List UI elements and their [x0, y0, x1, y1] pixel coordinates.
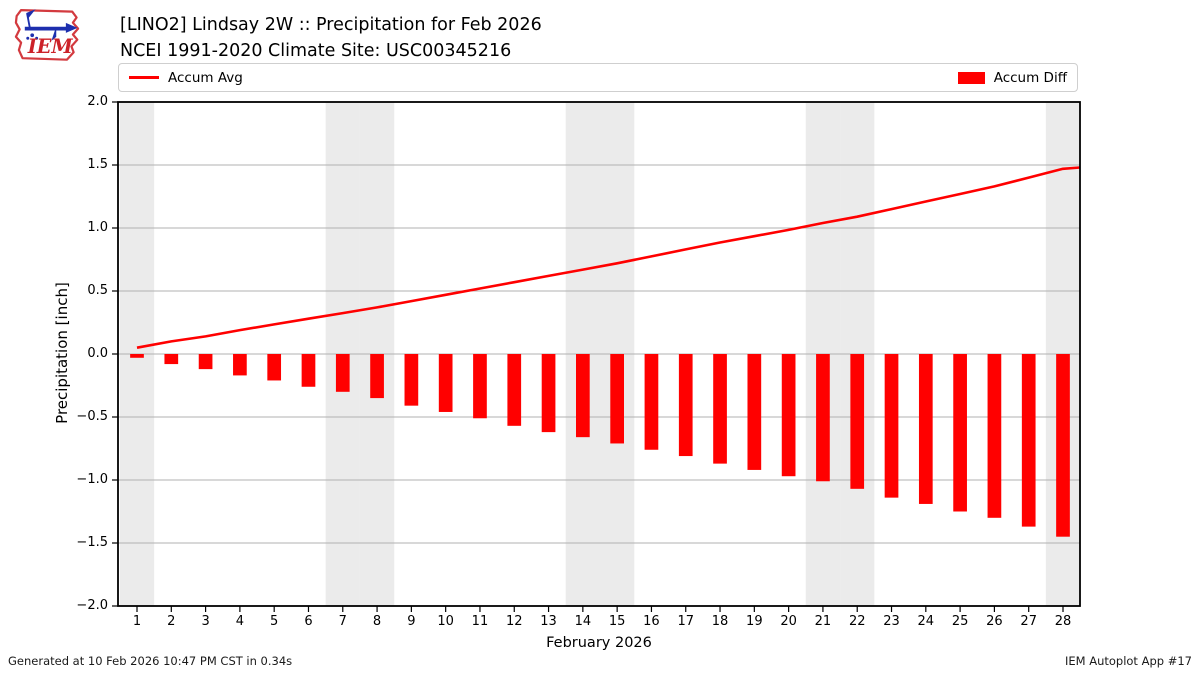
legend-label-accum-avg: Accum Avg — [168, 69, 243, 86]
x-tick-label: 25 — [951, 614, 969, 629]
accum-diff-bar — [267, 354, 282, 381]
y-tick-label: 0.5 — [87, 283, 108, 298]
weather-vane-icon — [24, 9, 78, 41]
accum-diff-bar — [644, 354, 659, 450]
accum-diff-bar — [473, 354, 487, 419]
app-credit: IEM Autoplot App #17 — [1064, 654, 1192, 668]
x-tick-label: 21 — [814, 614, 832, 629]
x-tick-label: 26 — [986, 614, 1003, 629]
accum-diff-bar — [953, 354, 967, 512]
y-tick-label: −2.0 — [76, 598, 108, 613]
x-tick-label: 12 — [505, 614, 523, 629]
iem-logo: IEM — [14, 8, 80, 61]
x-tick-label: 1 — [132, 614, 142, 629]
chart-subtitle: NCEI 1991-2020 Climate Site: USC00345216 — [120, 41, 512, 61]
x-tick-label: 17 — [677, 614, 694, 629]
x-tick-label: 3 — [201, 614, 210, 629]
y-tick-label: 0.0 — [87, 346, 108, 361]
y-axis-title: Precipitation [inch] — [53, 282, 71, 424]
y-tick-label: 2.0 — [87, 94, 108, 109]
x-axis-title: February 2026 — [546, 635, 652, 651]
x-tick-label: 14 — [574, 614, 592, 629]
x-tick-label: 15 — [608, 614, 626, 629]
accum-diff-bar — [1056, 354, 1070, 537]
bar-swatch-icon — [957, 71, 985, 84]
x-tick-label: 2 — [167, 614, 176, 629]
accum-diff-bar — [541, 354, 556, 433]
accum-diff-bar — [713, 354, 727, 464]
generated-timestamp: Generated at 10 Feb 2026 10:47 PM CST in… — [8, 654, 293, 668]
title-block: [LINO2] Lindsay 2W :: Precipitation for … — [120, 12, 542, 64]
legend-item-accum-avg: Accum Avg — [129, 70, 243, 86]
iowa-outline-icon — [14, 8, 80, 61]
accum-avg-line — [136, 166, 1081, 349]
chart-title: [LINO2] Lindsay 2W :: Precipitation for … — [120, 15, 542, 35]
x-tick-label: 7 — [338, 614, 347, 629]
logo-text: IEM — [27, 35, 74, 58]
x-tick-label: 11 — [471, 614, 489, 629]
x-tick-label: 10 — [437, 614, 454, 629]
legend: Accum Avg Accum Diff — [118, 63, 1078, 92]
accum-diff-bar — [610, 354, 624, 444]
y-tick-label: 1.0 — [87, 220, 108, 235]
x-tick-label: 27 — [1020, 614, 1037, 629]
x-tick-label: 9 — [407, 614, 416, 629]
legend-label-accum-diff: Accum Diff — [993, 69, 1067, 86]
accum-diff-bar — [164, 354, 179, 365]
accum-diff-bar — [301, 354, 316, 387]
accum-diff-bar — [1021, 354, 1036, 527]
accum-diff-bar — [233, 354, 247, 376]
accum-diff-bar — [987, 354, 1002, 518]
accum-diff-bar — [198, 354, 213, 370]
accum-diff-bar — [850, 354, 865, 489]
accum-diff-bar — [130, 354, 144, 358]
line-swatch-icon — [129, 76, 159, 79]
accum-diff-bar — [404, 354, 419, 406]
x-tick-label: 19 — [746, 614, 763, 629]
x-tick-label: 6 — [304, 614, 313, 629]
y-tick-label: −1.0 — [76, 472, 108, 487]
x-tick-label: 20 — [780, 614, 797, 629]
x-tick-label: 28 — [1054, 614, 1072, 629]
x-tick-label: 8 — [372, 614, 382, 629]
y-tick-label: 1.5 — [87, 157, 108, 172]
accum-diff-bar — [507, 354, 522, 426]
accum-diff-bar — [438, 354, 453, 412]
accum-diff-bar — [918, 354, 933, 504]
accum-diff-bar — [884, 354, 899, 498]
accum-diff-bar — [678, 354, 693, 457]
x-tick-label: 13 — [540, 614, 557, 629]
x-tick-label: 22 — [848, 614, 866, 629]
x-tick-label: 5 — [270, 614, 279, 629]
x-tick-label: 24 — [917, 614, 935, 629]
accum-diff-bar — [747, 354, 762, 470]
accum-diff-bar — [370, 354, 384, 399]
legend-item-accum-diff: Accum Diff — [957, 69, 1067, 86]
y-tick-label: −1.5 — [76, 535, 108, 550]
y-tick-label: −0.5 — [76, 409, 108, 424]
x-tick-label: 16 — [643, 614, 660, 629]
x-tick-label: 4 — [235, 614, 245, 629]
accum-diff-bar — [576, 354, 590, 438]
x-tick-label: 18 — [711, 614, 729, 629]
accum-diff-bar — [781, 354, 796, 477]
x-tick-label: 23 — [883, 614, 900, 629]
accum-diff-bar — [816, 354, 830, 482]
accum-diff-bar — [335, 354, 350, 392]
